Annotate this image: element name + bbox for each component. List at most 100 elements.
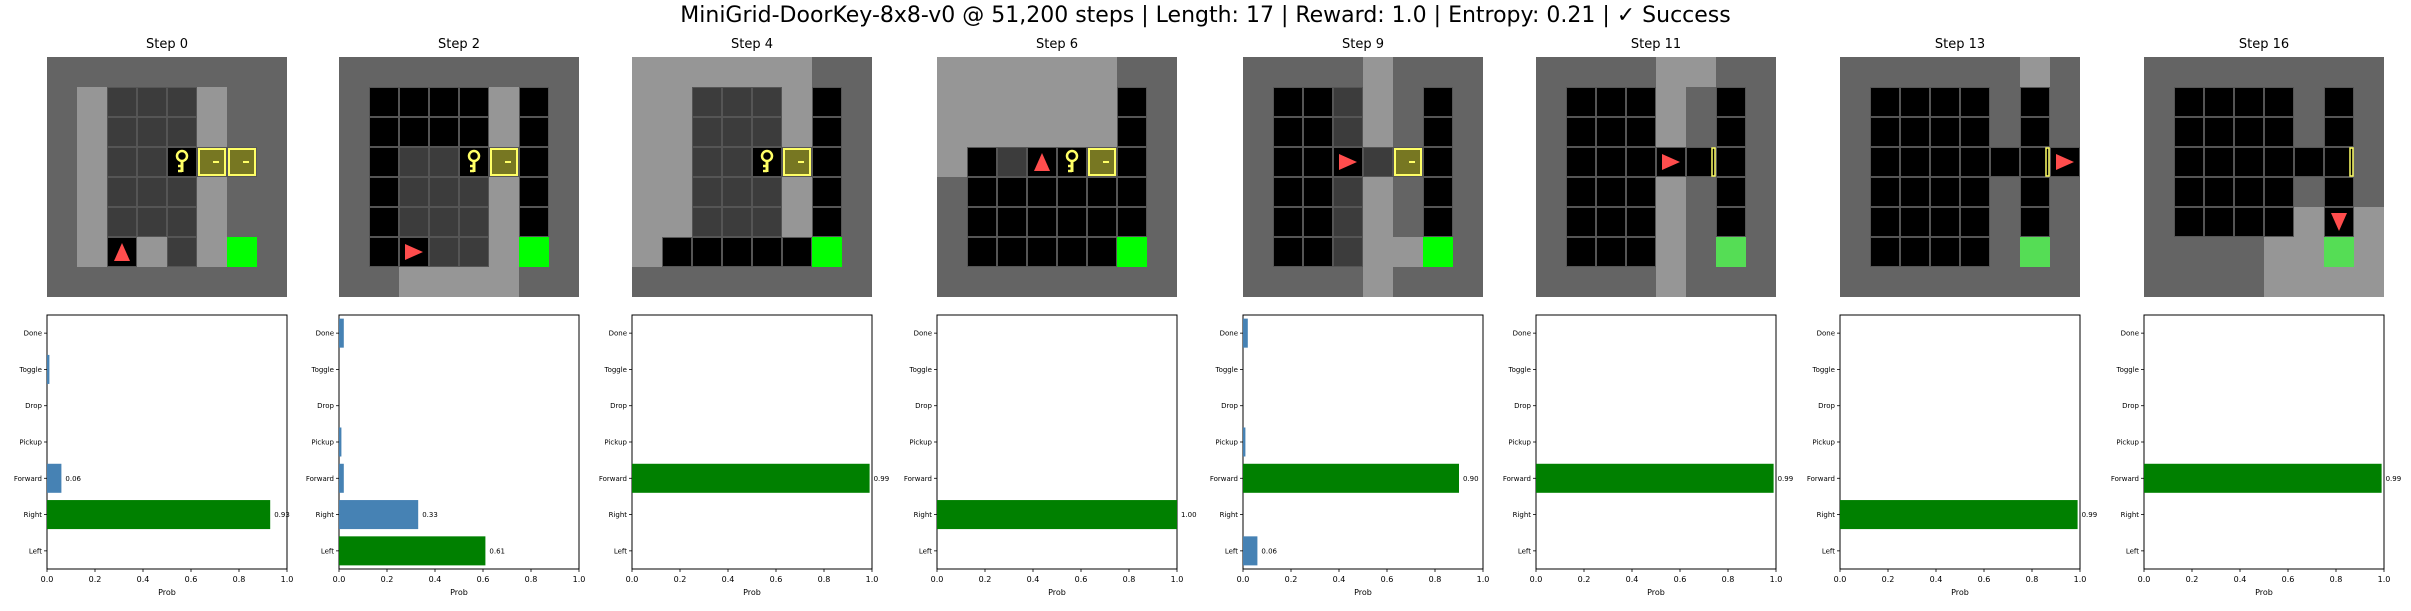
grid-cell — [997, 177, 1027, 207]
x-tick-label: 0.6 — [2282, 575, 2295, 584]
grid-cell — [1536, 237, 1566, 267]
grid-cell — [632, 267, 662, 297]
x-tick-label: 0.8 — [525, 575, 538, 584]
grid-line — [1117, 177, 1147, 207]
grid-cell — [137, 267, 167, 297]
action-prob-chart: Left Right 0.93 Forward 0.06 Pickup Drop Toggle… — [14, 314, 293, 597]
grid-cell — [782, 117, 812, 147]
grid-cell — [722, 177, 752, 207]
grid-line — [1626, 177, 1656, 207]
x-tick-label: 0.2 — [381, 575, 394, 584]
grid-cell — [1870, 267, 1900, 297]
grid-cell — [1870, 117, 1900, 147]
grid-line — [2020, 117, 2050, 147]
grid-cell — [812, 87, 842, 117]
door-closed — [490, 148, 518, 176]
x-tick-label: 0.0 — [41, 575, 54, 584]
grid-cell — [1746, 267, 1776, 297]
grid-cell — [1960, 57, 1990, 87]
grid-line — [2324, 87, 2354, 117]
value-label: 0.61 — [489, 547, 505, 555]
grid-cell — [429, 267, 459, 297]
grid-cell — [197, 87, 227, 117]
grid-cell — [2174, 207, 2204, 237]
grid-cell — [1147, 177, 1177, 207]
grid-cell — [997, 267, 1027, 297]
grid-cell — [1536, 87, 1566, 117]
grid-cell — [782, 57, 812, 87]
grid-line — [1626, 237, 1656, 267]
grid-line — [2234, 207, 2264, 237]
grid-line — [1303, 177, 1333, 207]
grid-cell — [1746, 117, 1776, 147]
grid-cell — [1057, 117, 1087, 147]
grid-cell — [2144, 267, 2174, 297]
grid-cell — [752, 87, 782, 117]
grid-cell — [967, 177, 997, 207]
grid-line — [692, 147, 722, 177]
grid-cell — [782, 207, 812, 237]
action-prob-chart: Left Right Forward 0.99 Pickup Drop Toggle Done… — [599, 314, 889, 597]
grid-cell — [997, 147, 1027, 177]
grid-cell — [1303, 147, 1333, 177]
grid-cell — [257, 177, 287, 207]
grid-line — [722, 237, 752, 267]
y-tick-label: Right — [1220, 511, 1239, 519]
y-tick-label: Left — [614, 547, 627, 555]
grid-cell — [2324, 147, 2354, 177]
x-tick-label: 1.0 — [573, 575, 586, 584]
grid-cell — [369, 237, 399, 267]
grid-line — [1596, 147, 1626, 177]
grid-cell — [429, 147, 459, 177]
grid-cell — [1147, 207, 1177, 237]
grid-cell — [2144, 147, 2174, 177]
grid-line — [1596, 177, 1626, 207]
grid-line — [692, 237, 722, 267]
door-closed — [1394, 148, 1422, 176]
grid-cell — [2174, 237, 2204, 267]
grid-cell — [1027, 117, 1057, 147]
grid-cell — [1057, 207, 1087, 237]
y-tick-label: Toggle — [310, 366, 334, 374]
grid-cell — [1596, 57, 1626, 87]
x-tick-label: 0.2 — [1578, 575, 1591, 584]
grid-line — [1716, 177, 1746, 207]
goal-tile — [2020, 237, 2050, 267]
y-tick-label: Drop — [317, 402, 334, 410]
y-tick-label: Drop — [1818, 402, 1835, 410]
grid-cell — [77, 147, 107, 177]
y-tick-label: Toggle — [1811, 366, 1835, 374]
step-panel: Step 2 Left 0.61 Right 0.33 Forward Pickup Drop… — [306, 0, 609, 611]
grid-line — [399, 237, 429, 267]
grid-cell — [782, 237, 812, 267]
grid-line — [1960, 207, 1990, 237]
grid-line — [519, 207, 549, 237]
grid-cell — [1990, 147, 2020, 177]
grid-cell — [1453, 87, 1483, 117]
y-tick-label: Forward — [2111, 475, 2139, 483]
y-tick-label: Forward — [1807, 475, 1835, 483]
grid-cell — [1960, 147, 1990, 177]
grid-cell — [1423, 117, 1453, 147]
grid-line — [1273, 237, 1303, 267]
grid-line — [107, 117, 137, 147]
action-prob-chart: Left 0.06 Right Forward 0.90 Pickup Drop Toggle… — [1210, 314, 1489, 597]
value-label: 0.06 — [1261, 547, 1277, 555]
grid-cell — [752, 207, 782, 237]
grid-cell — [2234, 207, 2264, 237]
goal-tile — [1423, 237, 1453, 267]
door-open — [2349, 147, 2354, 177]
grid-line — [1393, 147, 1423, 177]
grid-cell — [2174, 57, 2204, 87]
x-tick-label: 0.0 — [1237, 575, 1250, 584]
grid-cell — [1243, 147, 1273, 177]
x-tick-label: 0.8 — [1429, 575, 1442, 584]
grid-cell — [997, 207, 1027, 237]
grid-cell — [1900, 117, 1930, 147]
grid-cell — [107, 57, 137, 87]
grid-cell — [692, 267, 722, 297]
grid-cell — [2174, 147, 2204, 177]
grid-cell — [842, 177, 872, 207]
grid-cell — [1870, 147, 1900, 177]
grid-line — [1566, 237, 1596, 267]
